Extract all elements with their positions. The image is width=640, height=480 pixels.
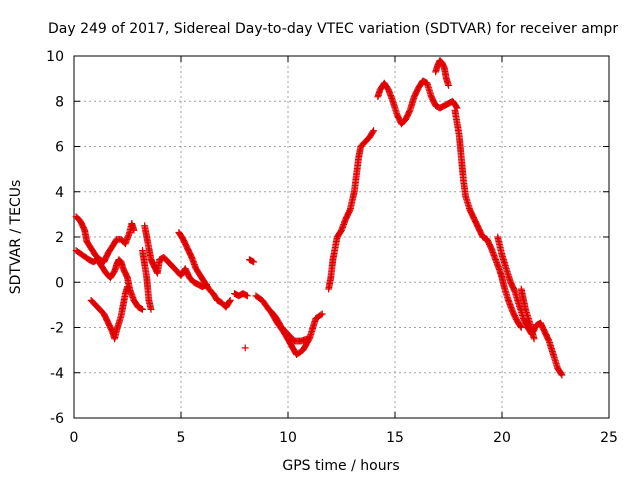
y-tick-label: -2 [50, 321, 64, 337]
point-marker [124, 283, 131, 291]
point-marker [317, 311, 325, 319]
point-marker [226, 298, 233, 305]
series-track-17 [517, 285, 538, 343]
point-marker [452, 103, 460, 111]
x-axis-label: GPS time / hours [282, 458, 399, 474]
point-marker [530, 335, 538, 343]
y-tick-label: -6 [50, 411, 64, 427]
series-track-14 [432, 57, 452, 89]
point-marker [370, 127, 377, 135]
series-track-8 [241, 344, 249, 352]
series-track-9 [246, 256, 258, 266]
x-tick-label: 0 [70, 430, 79, 446]
point-marker [139, 306, 146, 313]
point-marker [250, 258, 258, 266]
series-track-4 [141, 222, 211, 291]
point-marker [130, 226, 138, 234]
series-track-13 [374, 77, 461, 128]
series-track-2 [72, 213, 138, 266]
y-tick-label: 8 [55, 94, 64, 110]
point-marker [517, 324, 525, 331]
x-tick-label: 10 [279, 430, 297, 446]
series-track-7 [231, 290, 251, 300]
series-track-11 [267, 308, 326, 359]
series-track-5 [139, 247, 155, 313]
point-marker [241, 344, 249, 352]
point-marker [243, 292, 251, 300]
point-marker [147, 306, 155, 313]
point-marker [558, 371, 566, 379]
x-tick-label: 25 [600, 430, 618, 446]
y-tick-label: 2 [55, 230, 64, 246]
x-tick-label: 20 [493, 430, 511, 446]
axis-ticks [73, 55, 610, 419]
point-marker [318, 310, 326, 318]
tick-labels: 0 5 10 15 20 25 -6 -4 -2 0 2 4 6 8 10 [46, 49, 618, 446]
y-tick-label: -4 [50, 366, 64, 382]
series-track-16 [494, 233, 566, 379]
y-tick-label: 10 [46, 49, 64, 65]
data-points [72, 57, 566, 379]
point-marker [369, 128, 377, 136]
point-marker [445, 82, 452, 89]
x-tick-label: 15 [386, 430, 404, 446]
series-track-15 [451, 106, 525, 331]
point-marker [226, 296, 234, 304]
series-track-6 [175, 229, 234, 311]
x-tick-label: 5 [177, 430, 186, 446]
y-axis-label: SDTVAR / TECUs [8, 180, 24, 295]
series-track-12 [325, 127, 377, 293]
y-tick-label: 4 [55, 185, 64, 201]
series-track-10 [252, 292, 311, 345]
y-tick-label: 0 [55, 275, 64, 291]
point-marker [557, 370, 565, 378]
series-track-3 [87, 283, 131, 343]
grid-lines [74, 56, 609, 418]
y-tick-label: 6 [55, 140, 64, 156]
point-marker [517, 322, 524, 330]
chart-title: Day 249 of 2017, Sidereal Day-to-day VTE… [48, 21, 618, 37]
